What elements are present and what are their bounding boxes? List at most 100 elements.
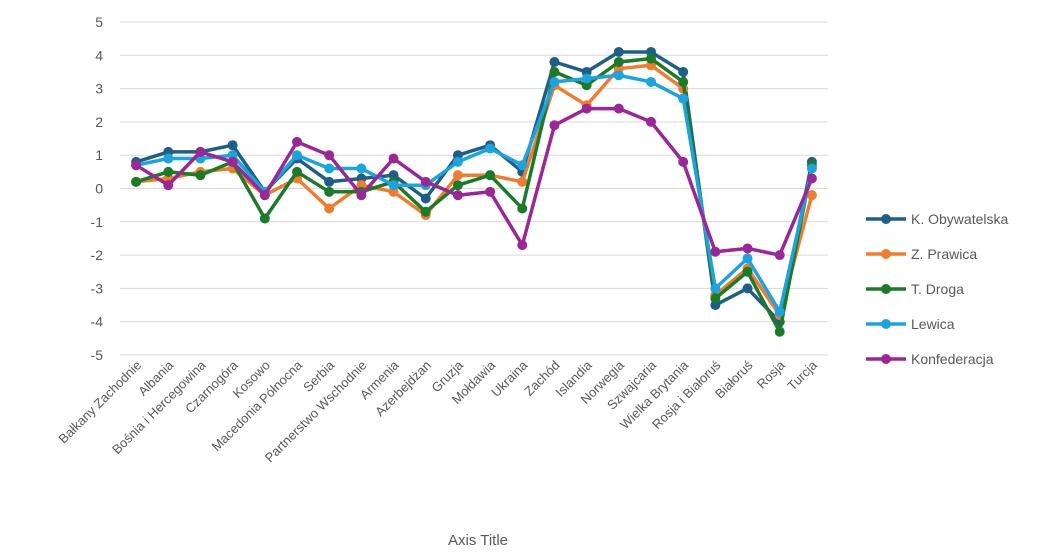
data-point <box>163 166 174 177</box>
data-point <box>678 76 689 87</box>
data-point <box>163 153 174 164</box>
series-lines <box>131 46 817 337</box>
data-point <box>292 136 302 147</box>
y-axis-ticks: 5 4 3 2 1 0 -1 -2 -3 -4 -5 <box>91 14 104 363</box>
y-tick-label: -2 <box>91 247 104 263</box>
data-point <box>517 240 528 251</box>
data-point <box>774 306 785 317</box>
data-point <box>646 116 656 127</box>
x-tick-label: Turcja <box>784 357 820 393</box>
data-point <box>131 176 142 187</box>
data-point <box>292 150 302 161</box>
data-point <box>742 253 753 264</box>
data-point <box>678 66 689 77</box>
data-point <box>420 176 431 187</box>
data-point <box>742 283 753 294</box>
legend-item: K. Obywatelska <box>866 211 1008 227</box>
data-point <box>227 156 238 167</box>
x-axis-title: Axis Title <box>448 532 508 549</box>
data-point <box>517 176 528 187</box>
data-point <box>356 190 367 201</box>
series-line <box>134 106 814 257</box>
data-point <box>678 93 689 104</box>
y-tick-label: -5 <box>91 347 104 363</box>
data-point <box>613 46 624 57</box>
y-tick-label: 4 <box>95 47 103 63</box>
y-tick-label: -4 <box>91 314 104 330</box>
data-point <box>292 166 302 177</box>
data-point <box>742 266 753 277</box>
data-point <box>581 73 592 84</box>
data-point <box>517 160 528 171</box>
data-point <box>742 243 753 254</box>
y-tick-label: -1 <box>91 214 104 230</box>
legend-label: Konfederacja <box>911 351 994 367</box>
data-point <box>163 180 174 191</box>
data-point <box>388 180 399 191</box>
data-point <box>646 53 656 64</box>
data-point <box>420 193 431 204</box>
series-line <box>134 50 814 324</box>
y-tick-label: -3 <box>91 280 104 296</box>
legend-item: Lewica <box>866 316 955 332</box>
legend-label: T. Droga <box>911 281 964 297</box>
legend-label: Z. Prawica <box>911 246 977 262</box>
data-point <box>710 246 721 257</box>
data-point <box>388 153 399 164</box>
data-point <box>646 76 656 87</box>
data-point <box>678 156 689 167</box>
series-5 <box>131 103 817 261</box>
legend-label: K. Obywatelska <box>911 211 1008 227</box>
data-point <box>485 143 496 154</box>
data-point <box>774 326 785 337</box>
legend-item: Z. Prawica <box>866 246 977 262</box>
data-point <box>259 213 270 224</box>
data-point <box>195 146 206 157</box>
data-point <box>324 203 335 214</box>
data-point <box>324 176 335 187</box>
y-tick-label: 0 <box>95 181 103 197</box>
series-line <box>134 73 814 314</box>
data-point <box>452 156 463 167</box>
data-point <box>259 190 270 201</box>
data-point <box>806 173 817 184</box>
gridlines <box>120 21 828 356</box>
data-point <box>452 170 463 181</box>
data-point <box>613 103 624 114</box>
legend-item: T. Droga <box>866 281 964 297</box>
x-tick-label: Ukraina <box>488 357 531 400</box>
data-point <box>710 283 721 294</box>
data-point <box>195 170 206 181</box>
legend-marker <box>881 319 891 329</box>
x-tick-label: Rosja <box>754 357 789 392</box>
y-tick-label: 5 <box>95 14 103 30</box>
data-point <box>452 190 463 201</box>
data-point <box>581 103 592 114</box>
data-point <box>517 203 528 214</box>
data-point <box>774 250 785 261</box>
data-point <box>485 186 496 197</box>
data-point <box>131 160 142 171</box>
data-point <box>806 163 817 174</box>
legend-marker <box>881 214 891 224</box>
legend-marker <box>881 249 891 259</box>
data-point <box>549 76 560 87</box>
data-point <box>549 120 560 131</box>
data-point <box>452 180 463 191</box>
y-tick-label: 1 <box>95 147 103 163</box>
legend-marker <box>881 284 891 294</box>
data-point <box>549 66 560 77</box>
data-point <box>613 56 624 67</box>
y-tick-label: 3 <box>95 81 103 97</box>
data-point <box>485 170 496 181</box>
data-point <box>549 56 560 67</box>
data-point <box>324 186 335 197</box>
legend-label: Lewica <box>911 316 955 332</box>
data-point <box>227 140 238 151</box>
legend: K. Obywatelska Z. Prawica T. Droga Lewica Ko… <box>866 211 1008 367</box>
legend-item: Konfederacja <box>866 351 994 367</box>
data-point <box>806 190 817 201</box>
